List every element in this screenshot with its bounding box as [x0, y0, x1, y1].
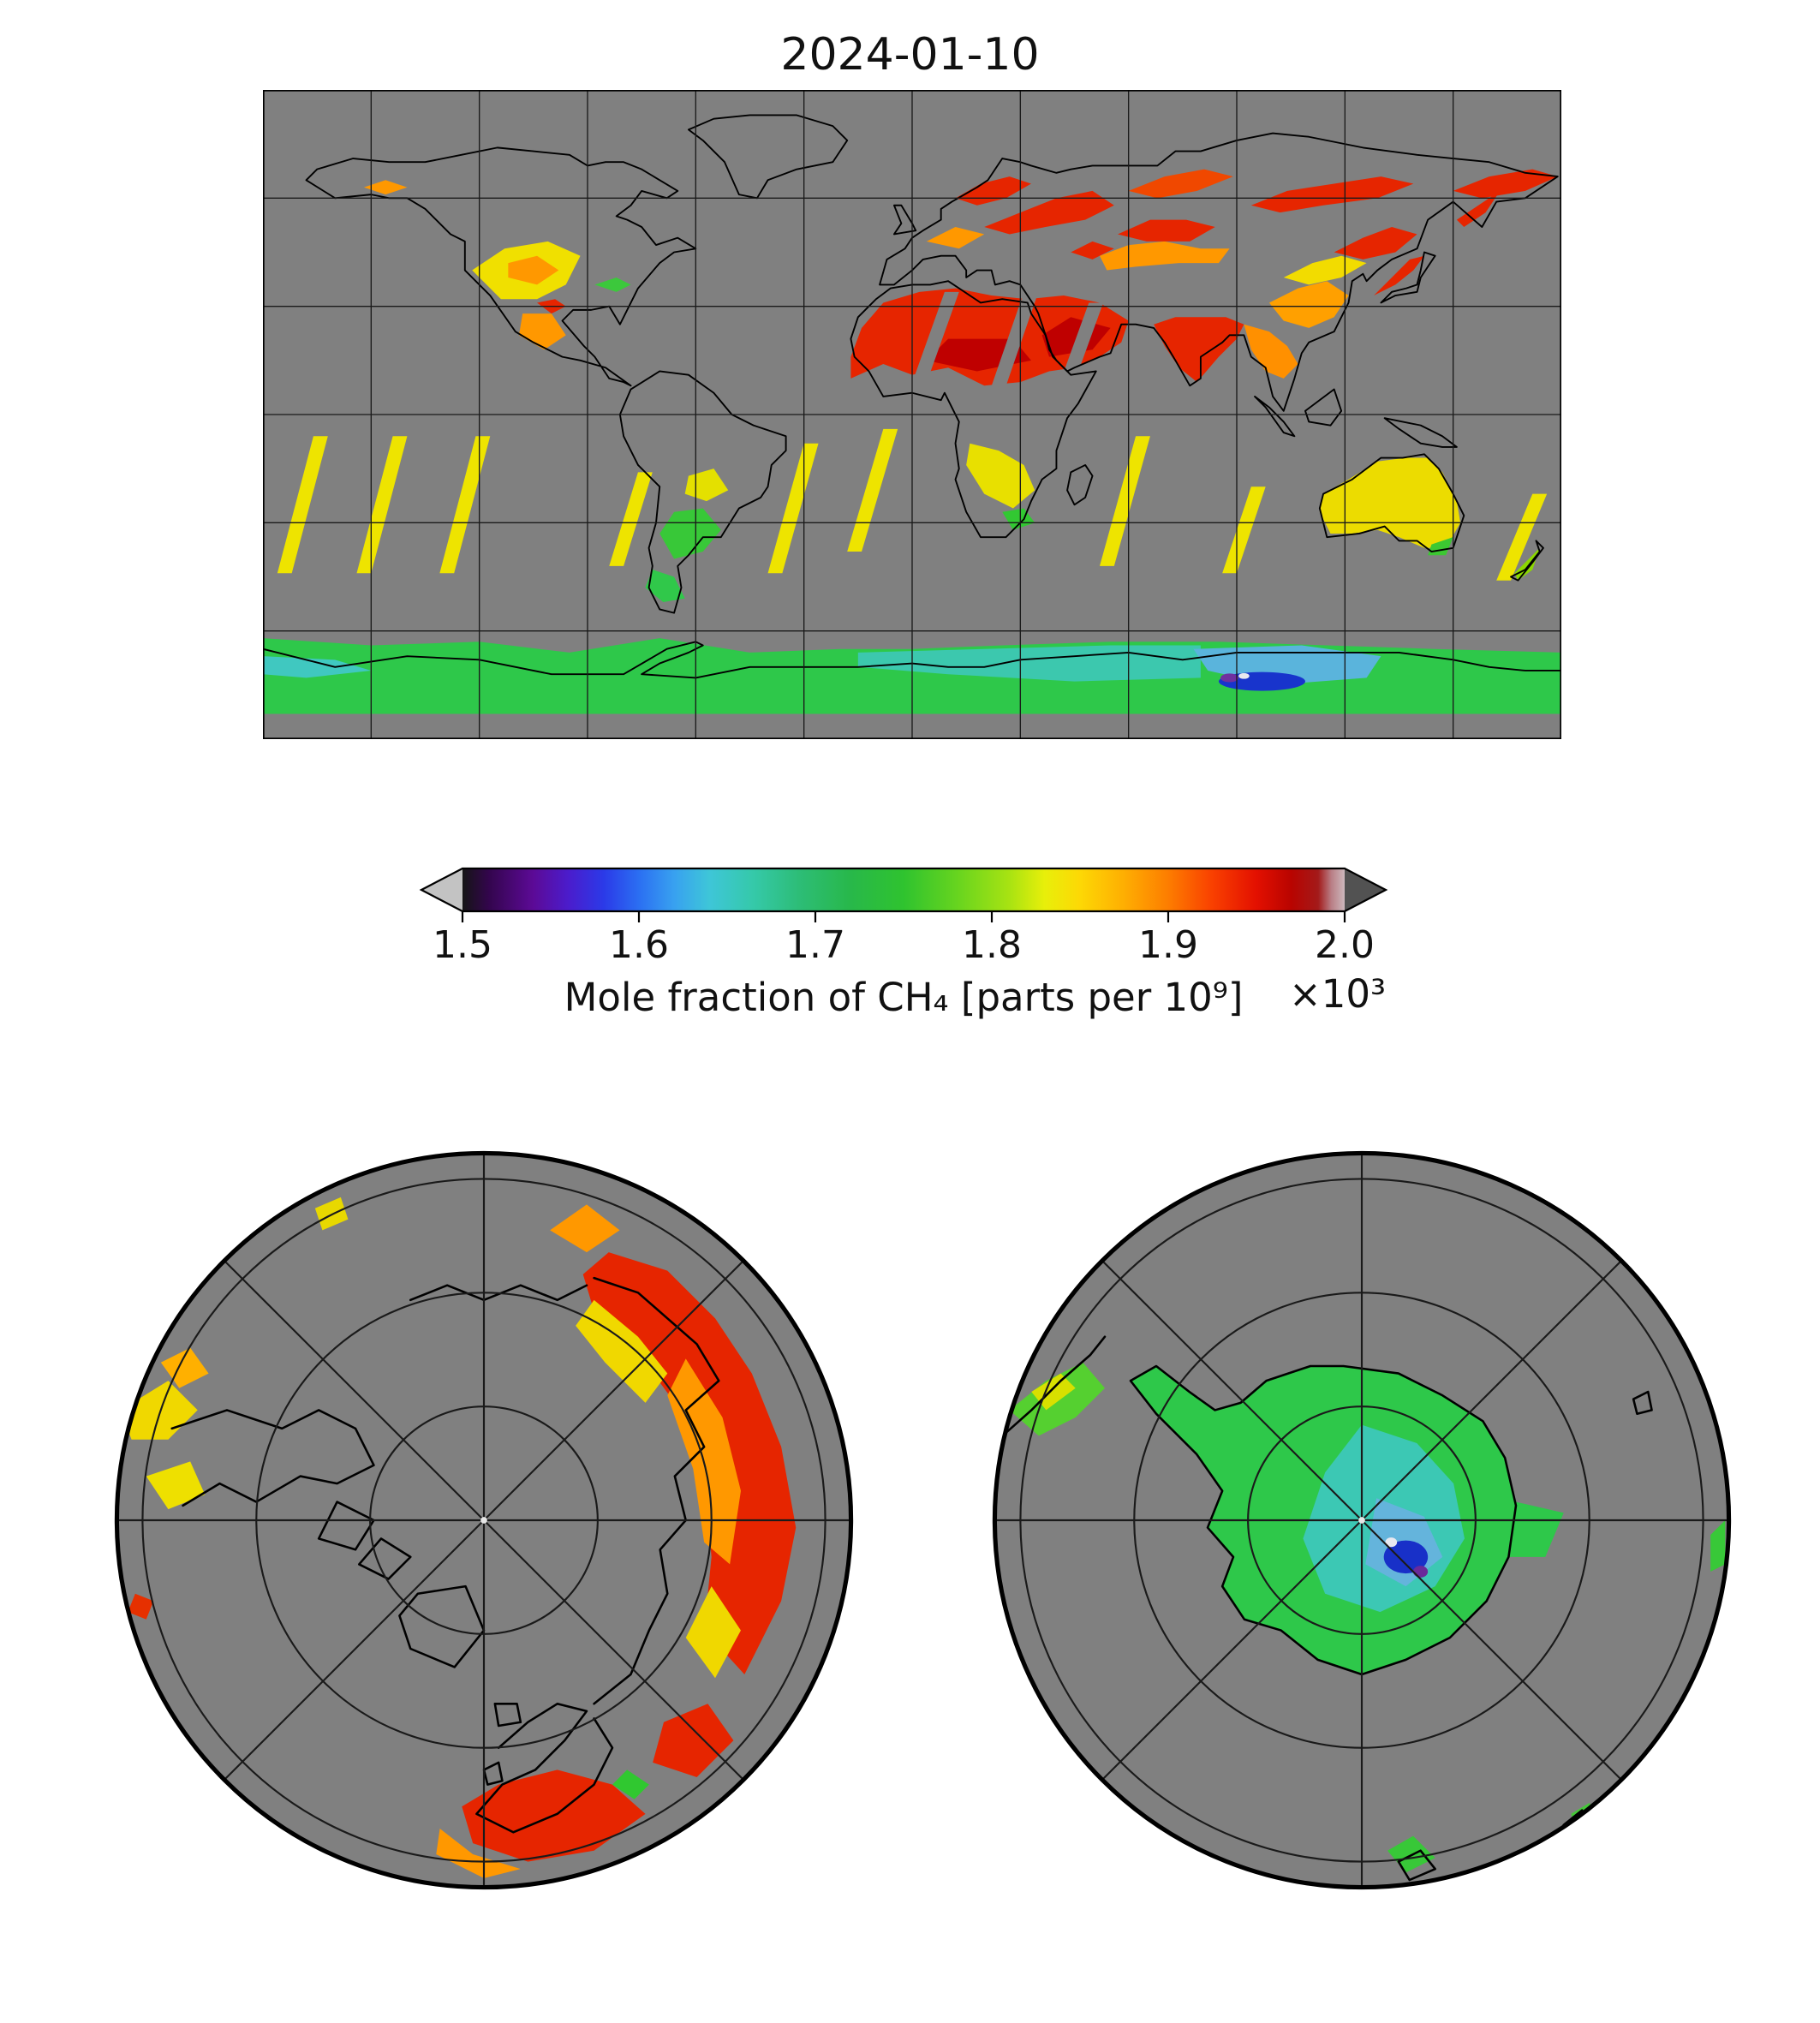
data-swath — [1059, 302, 1104, 383]
data-swath — [1071, 241, 1114, 260]
data-swath — [659, 508, 721, 559]
data-swath — [1268, 281, 1349, 328]
pole-point — [1358, 1517, 1365, 1524]
coastline — [1510, 540, 1544, 582]
data-swath — [926, 227, 985, 249]
colorbar: 1.5 1.6 1.7 1.8 1.9 2.0 Mole fraction of CH₄ [… — [419, 867, 1388, 1020]
data-swath — [767, 443, 819, 574]
world-map — [263, 90, 1561, 739]
data-swath — [1220, 673, 1239, 683]
coastline — [879, 132, 1559, 412]
coastline — [892, 204, 917, 236]
coastline — [475, 1703, 614, 1834]
data-swath — [908, 291, 959, 393]
data-swath — [120, 1381, 198, 1440]
data-swath — [984, 190, 1114, 235]
data-swath — [1710, 1520, 1726, 1572]
data-swath — [1383, 1540, 1429, 1574]
coastline — [1383, 417, 1458, 448]
coastline — [1129, 1364, 1518, 1676]
colorbar-tick-label: 1.7 — [785, 923, 845, 967]
data-swath — [1238, 672, 1250, 679]
data-swath — [1456, 190, 1501, 228]
south-polar-map — [992, 1150, 1732, 1890]
coastline — [1066, 464, 1094, 506]
coastline — [1254, 395, 1296, 438]
data-swath — [653, 1704, 734, 1777]
data-swath — [685, 1586, 741, 1679]
data-swath — [1250, 176, 1414, 213]
data-swath — [612, 1769, 649, 1799]
colorbar-tick-label: 2.0 — [1315, 923, 1375, 967]
data-swath — [277, 436, 328, 574]
data-swath — [582, 1252, 797, 1675]
data-swath — [1099, 241, 1230, 271]
coastline — [305, 146, 697, 387]
coastline — [493, 1703, 522, 1728]
map-border — [992, 1150, 1732, 1890]
coastline — [593, 1276, 720, 1705]
coastline — [997, 1335, 1107, 1441]
data-swath — [609, 472, 653, 566]
data-swath — [576, 1299, 668, 1403]
colorbar-label: Mole fraction of CH₄ [parts per 10⁹] — [564, 975, 1244, 1020]
coastline — [482, 1761, 504, 1786]
data-swath — [1413, 1566, 1429, 1578]
pole-point — [480, 1517, 487, 1524]
data-swath — [1508, 1501, 1564, 1557]
data-swath — [1154, 317, 1244, 383]
data-swath — [1453, 169, 1558, 199]
colorbar-under-arrow — [421, 868, 462, 911]
data-swath — [146, 1461, 206, 1510]
coastline — [850, 280, 1097, 539]
map-border — [114, 1150, 854, 1890]
data-swath — [128, 1593, 154, 1620]
colorbar-over-arrow — [1345, 868, 1386, 911]
data-swath — [1222, 486, 1266, 574]
data-swath — [1099, 436, 1150, 566]
data-swath — [1319, 457, 1461, 548]
colorbar-tick-label: 1.8 — [962, 923, 1022, 967]
coastline — [1397, 1849, 1437, 1882]
colorbar-tick-label: 1.6 — [609, 923, 669, 967]
data-swath — [1374, 255, 1424, 296]
data-swath — [1385, 1537, 1398, 1548]
data-swath — [1334, 227, 1417, 260]
colorbar-tick-label: 1.9 — [1138, 923, 1198, 967]
data-swath — [363, 180, 408, 195]
data-swath — [594, 277, 631, 292]
data-swath — [1118, 219, 1215, 242]
colorbar-offset-text: ×10³ — [1289, 971, 1386, 1017]
coastline — [1304, 388, 1343, 427]
data-swath — [1128, 169, 1233, 199]
coastline — [170, 1409, 375, 1507]
data-swath — [645, 570, 685, 602]
figure-title: 2024-01-10 — [780, 29, 1040, 81]
data-swath — [988, 291, 1039, 397]
coastline — [1380, 251, 1436, 304]
data-swath — [550, 1204, 620, 1253]
data-swath — [356, 436, 408, 574]
data-swath — [263, 656, 372, 678]
data-swath — [508, 255, 559, 285]
data-swath — [439, 436, 491, 574]
data-swath — [436, 1829, 521, 1878]
coastline — [357, 1537, 412, 1580]
data-swath — [1496, 493, 1548, 581]
data-swath — [966, 443, 1035, 509]
coastline — [1632, 1390, 1653, 1415]
data-swath — [847, 428, 898, 552]
coastline — [687, 114, 849, 200]
data-swath — [1283, 255, 1367, 285]
data-swath — [1244, 324, 1298, 379]
colorbar-tick-label: 1.5 — [433, 923, 492, 967]
coastline — [263, 641, 1561, 679]
north-polar-map — [114, 1150, 854, 1890]
coastline — [317, 1501, 375, 1551]
coastline — [398, 1584, 486, 1668]
colorbar-gradient — [462, 868, 1345, 911]
data-swath — [857, 645, 1201, 682]
